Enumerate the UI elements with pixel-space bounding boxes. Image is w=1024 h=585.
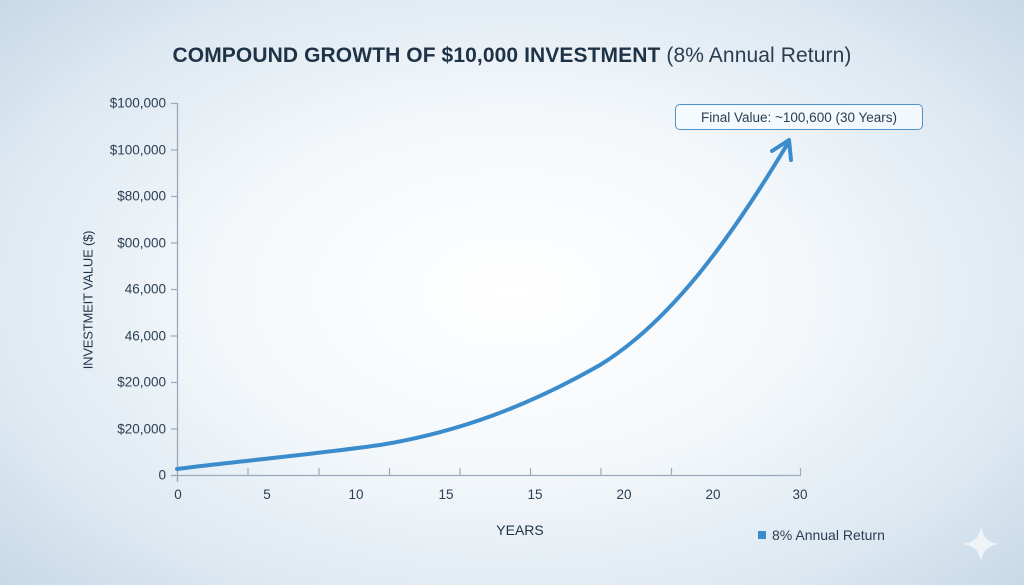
x-tick-label: 30 — [792, 487, 808, 502]
x-axis-label: YEARS — [496, 522, 544, 538]
x-tick-label: 10 — [348, 487, 364, 502]
y-tick-label: 0 — [158, 467, 166, 483]
chart-title-subtitle: (8% Annual Return) — [666, 44, 852, 67]
growth-curve-line — [175, 141, 790, 471]
legend-swatch-icon — [758, 531, 766, 539]
y-tick-label: $20,000 — [117, 374, 166, 390]
y-tick-label: 46,000 — [124, 328, 166, 344]
y-tick-label: $100,000 — [109, 142, 166, 158]
final-value-callout: Final Value: ~100,600 (30 Years) — [675, 104, 923, 130]
y-tick-label: $80,000 — [117, 188, 166, 204]
legend-label: 8% Annual Return — [772, 527, 885, 543]
x-tick-label: 20 — [705, 487, 721, 502]
x-tick-label: 15 — [527, 487, 543, 502]
y-tick-label: $00,000 — [117, 235, 166, 251]
x-tick-label: 15 — [438, 487, 454, 502]
x-tick-label: 0 — [174, 487, 182, 502]
x-axis-ticks — [176, 468, 802, 482]
chart-title: COMPOUND GROWTH OF $10,000 INVESTMENT (8… — [0, 44, 1024, 68]
sparkle-icon — [963, 526, 999, 562]
y-tick-label: 46,000 — [124, 281, 166, 297]
chart-legend: 8% Annual Return — [758, 527, 885, 543]
y-axis-label: INVESTMEIT VALUE ($) — [80, 230, 96, 370]
x-tick-label: 20 — [616, 487, 632, 502]
x-tick-label: 5 — [263, 487, 271, 502]
y-tick-label: $20,000 — [117, 421, 166, 437]
final-value-callout-text: Final Value: ~100,600 (30 Years) — [700, 109, 897, 125]
y-tick-label: $100,000 — [109, 95, 166, 111]
arrow-head-icon — [770, 138, 793, 162]
chart-title-main: COMPOUND GROWTH OF $10,000 INVESTMENT — [172, 44, 661, 67]
